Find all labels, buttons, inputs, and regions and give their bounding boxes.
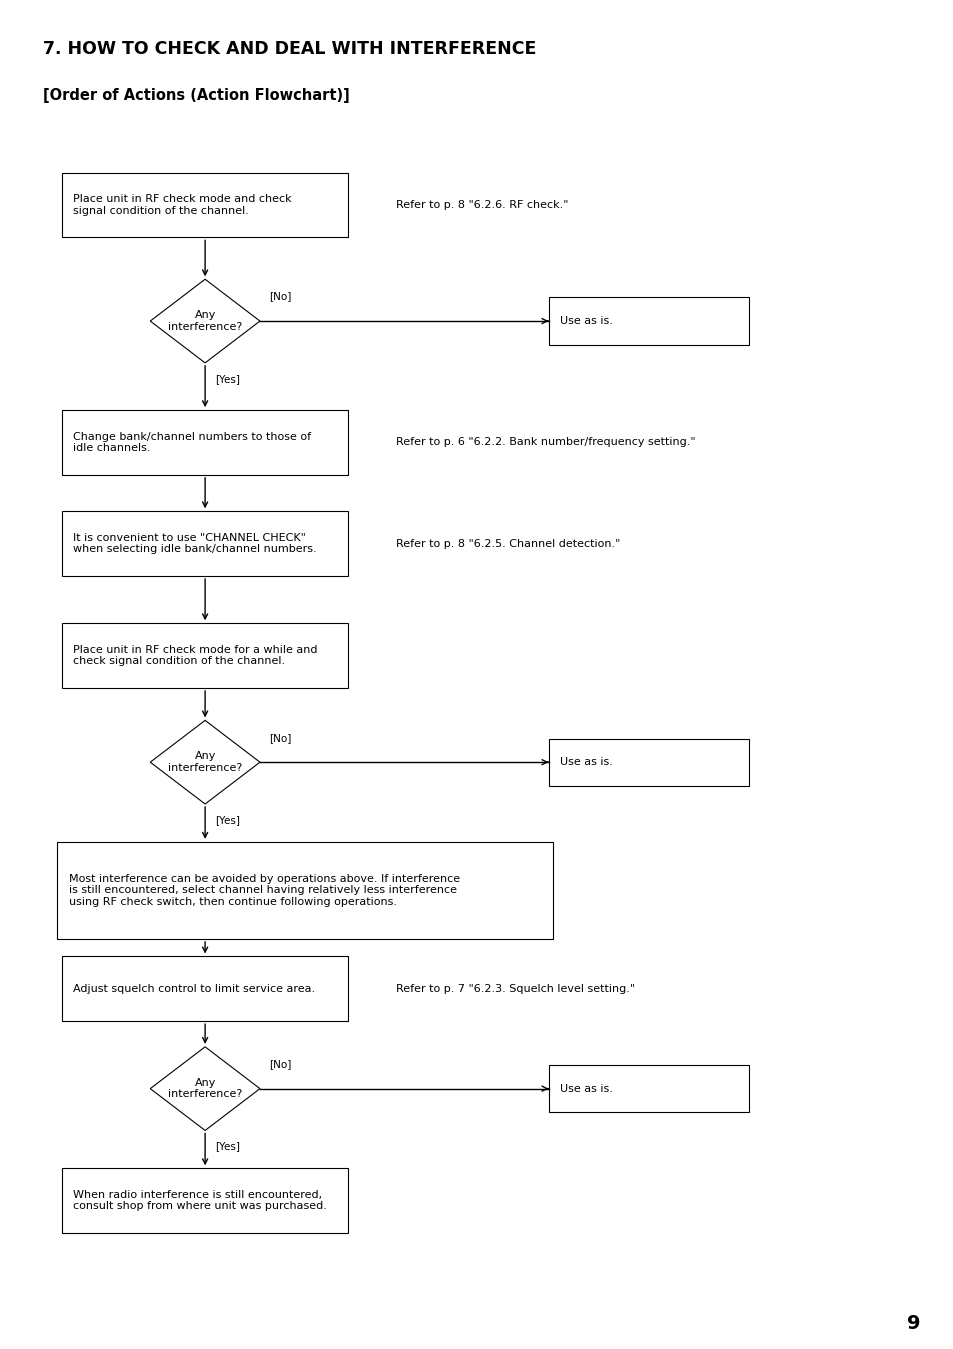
FancyBboxPatch shape xyxy=(62,623,348,688)
Text: [No]: [No] xyxy=(270,733,292,742)
Text: [Yes]: [Yes] xyxy=(214,1141,239,1151)
Text: [Yes]: [Yes] xyxy=(214,374,239,383)
FancyBboxPatch shape xyxy=(62,956,348,1021)
Text: Use as is.: Use as is. xyxy=(559,1083,612,1094)
FancyBboxPatch shape xyxy=(62,410,348,475)
Text: [Order of Actions (Action Flowchart)]: [Order of Actions (Action Flowchart)] xyxy=(43,88,350,103)
Text: Adjust squelch control to limit service area.: Adjust squelch control to limit service … xyxy=(73,983,315,994)
Text: When radio interference is still encountered,
consult shop from where unit was p: When radio interference is still encount… xyxy=(73,1190,327,1211)
Text: 7. HOW TO CHECK AND DEAL WITH INTERFERENCE: 7. HOW TO CHECK AND DEAL WITH INTERFEREN… xyxy=(43,40,536,58)
Polygon shape xyxy=(151,1047,259,1130)
Text: Use as is.: Use as is. xyxy=(559,316,612,326)
Text: Most interference can be avoided by operations above. If interference
is still e: Most interference can be avoided by oper… xyxy=(69,874,459,907)
FancyBboxPatch shape xyxy=(62,511,348,576)
Text: Refer to p. 8 "6.2.5. Channel detection.": Refer to p. 8 "6.2.5. Channel detection.… xyxy=(395,538,619,549)
Text: Any
interference?: Any interference? xyxy=(168,751,242,773)
Text: Use as is.: Use as is. xyxy=(559,757,612,768)
Text: Refer to p. 8 "6.2.6. RF check.": Refer to p. 8 "6.2.6. RF check." xyxy=(395,200,568,210)
Text: Any
interference?: Any interference? xyxy=(168,310,242,332)
Text: 9: 9 xyxy=(906,1314,920,1333)
FancyBboxPatch shape xyxy=(548,739,748,785)
FancyBboxPatch shape xyxy=(62,1168,348,1233)
Text: Place unit in RF check mode for a while and
check signal condition of the channe: Place unit in RF check mode for a while … xyxy=(73,645,317,666)
FancyBboxPatch shape xyxy=(62,173,348,237)
Polygon shape xyxy=(151,720,259,804)
Text: Refer to p. 6 "6.2.2. Bank number/frequency setting.": Refer to p. 6 "6.2.2. Bank number/freque… xyxy=(395,437,695,448)
Text: Refer to p. 7 "6.2.3. Squelch level setting.": Refer to p. 7 "6.2.3. Squelch level sett… xyxy=(395,983,635,994)
Text: Place unit in RF check mode and check
signal condition of the channel.: Place unit in RF check mode and check si… xyxy=(73,194,292,216)
Text: It is convenient to use "CHANNEL CHECK"
when selecting idle bank/channel numbers: It is convenient to use "CHANNEL CHECK" … xyxy=(73,533,316,554)
FancyBboxPatch shape xyxy=(548,297,748,345)
Text: Change bank/channel numbers to those of
idle channels.: Change bank/channel numbers to those of … xyxy=(73,432,312,453)
Polygon shape xyxy=(151,279,259,363)
Text: [No]: [No] xyxy=(270,291,292,301)
FancyBboxPatch shape xyxy=(548,1066,748,1112)
Text: Any
interference?: Any interference? xyxy=(168,1078,242,1099)
Text: [Yes]: [Yes] xyxy=(214,815,239,824)
Text: [No]: [No] xyxy=(270,1059,292,1068)
FancyBboxPatch shape xyxy=(57,842,553,939)
